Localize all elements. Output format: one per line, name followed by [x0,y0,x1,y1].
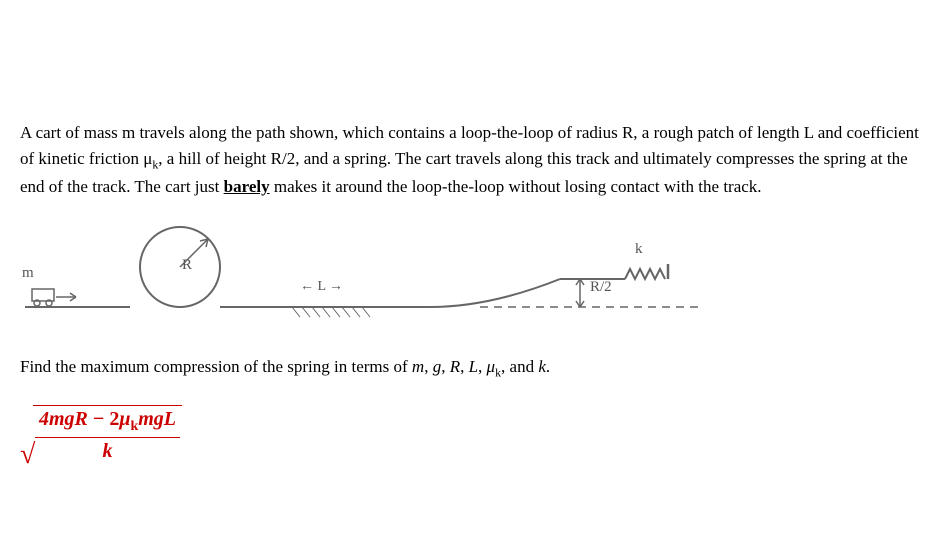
cart-icon [32,289,76,306]
label-R: R [182,257,192,274]
hill-curve [430,279,560,307]
var-k: k [538,357,546,376]
var-g: g [433,357,442,376]
problem-statement: A cart of mass m travels along the path … [20,120,919,199]
label-k: k [635,241,643,258]
question-text: Find the maximum compression of the spri… [20,354,919,382]
var-L: L [469,357,478,376]
answer-denominator: k [35,438,180,463]
label-m: m [22,265,34,282]
spring-icon [625,269,665,279]
answer-expression: √ 4mgR − 2μkmgL k [35,408,180,463]
question-prefix: Find the maximum compression of the spri… [20,357,412,376]
problem-p3: makes it around the loop-the-loop withou… [270,177,762,196]
sqrt-bar [33,405,182,407]
answer-fraction: 4mgR − 2μkmgL k [35,408,180,463]
answer-numerator: 4mgR − 2μkmgL [35,408,180,438]
var-mu: μ [487,357,496,376]
question-suffix: . [546,357,550,376]
var-m: m [412,357,424,376]
sqrt-icon: √ [20,439,35,471]
label-L: ← L → [300,279,343,295]
problem-barely: barely [224,177,270,196]
rough-hatching [292,307,370,317]
label-R2: R/2 [590,279,612,296]
track-diagram: m R ← L → k R/2 [20,219,720,339]
var-R: R [450,357,460,376]
